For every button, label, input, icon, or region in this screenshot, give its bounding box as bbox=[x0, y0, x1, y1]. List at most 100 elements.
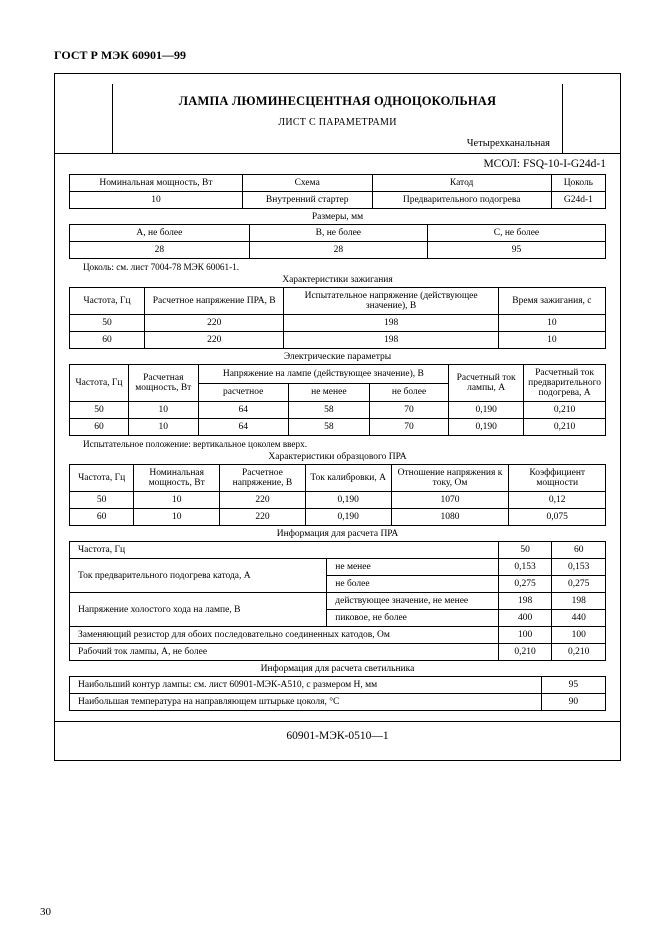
sheet-border: ЛАМПА ЛЮМИНЕСЦЕНТНАЯ ОДНОЦОКОЛЬНАЯ ЛИСТ … bbox=[54, 73, 621, 761]
td: 0,190 bbox=[305, 492, 391, 509]
test-position-note: Испытательное положение: вертикальное цо… bbox=[83, 439, 606, 449]
pra-calc-label: Информация для расчета ПРА bbox=[69, 529, 606, 539]
td: 60 bbox=[70, 419, 129, 436]
td: 0,275 bbox=[552, 576, 606, 593]
td: не менее bbox=[327, 559, 499, 576]
td: 90 bbox=[541, 694, 605, 711]
td: Внутренний стартер bbox=[242, 192, 372, 209]
table-luminaire: Наибольший контур лампы: см. лист 60901-… bbox=[69, 676, 606, 711]
td: 70 bbox=[369, 402, 448, 419]
td: действующее значение, не менее bbox=[327, 593, 499, 610]
th: Коэффициент мощности bbox=[509, 465, 606, 492]
td: 10 bbox=[498, 332, 605, 349]
th: не менее bbox=[288, 383, 369, 402]
channel-type: Четырехканальная bbox=[119, 138, 556, 149]
th: Отношение напряжения к току, Ом bbox=[391, 465, 509, 492]
td: 0,210 bbox=[498, 644, 552, 661]
ignition-label: Характеристики зажигания bbox=[69, 275, 606, 285]
td: 10 bbox=[128, 419, 198, 436]
page-number: 30 bbox=[40, 906, 51, 918]
td: 220 bbox=[220, 509, 306, 526]
td: Напряжение холостого хода на лампе, В bbox=[70, 593, 327, 627]
td: 10 bbox=[70, 192, 243, 209]
th: Расчетный ток лампы, А bbox=[449, 365, 524, 402]
th: Частота, Гц bbox=[70, 465, 134, 492]
td: 1080 bbox=[391, 509, 509, 526]
td: Рабочий ток лампы, А, не более bbox=[70, 644, 499, 661]
td: пиковое, не более bbox=[327, 610, 499, 627]
th: 50 bbox=[498, 542, 552, 559]
table-dimensions: A, не более B, не более C, не более 28 2… bbox=[69, 224, 606, 259]
td: 220 bbox=[145, 315, 284, 332]
table-ignition: Частота, Гц Расчетное напряжение ПРА, В … bbox=[69, 287, 606, 349]
td: 0,210 bbox=[524, 419, 606, 436]
td: 0,275 bbox=[498, 576, 552, 593]
th: Расчетное напряжение, В bbox=[220, 465, 306, 492]
td: 0,210 bbox=[524, 402, 606, 419]
td: 220 bbox=[145, 332, 284, 349]
td: 58 bbox=[288, 419, 369, 436]
td: 198 bbox=[284, 315, 498, 332]
ref-pra-label: Характеристики образцового ПРА bbox=[69, 452, 606, 462]
cap-note: Цоколь: см. лист 7004-78 МЭК 60061-1. bbox=[83, 262, 606, 272]
td: 198 bbox=[284, 332, 498, 349]
td: Наибольший контур лампы: см. лист 60901-… bbox=[70, 677, 542, 694]
footer-code: 60901-МЭК-0510—1 bbox=[55, 721, 620, 748]
td: 0,153 bbox=[498, 559, 552, 576]
td: не более bbox=[327, 576, 499, 593]
title-block: ЛАМПА ЛЮМИНЕСЦЕНТНАЯ ОДНОЦОКОЛЬНАЯ ЛИСТ … bbox=[55, 84, 620, 154]
td: 95 bbox=[541, 677, 605, 694]
td: Предварительного подогрева bbox=[372, 192, 551, 209]
td: Заменяющий резистор для обоих последоват… bbox=[70, 627, 499, 644]
luminaire-label: Информация для расчета светильника bbox=[69, 664, 606, 674]
td: 28 bbox=[249, 242, 427, 259]
th: Частота, Гц bbox=[70, 365, 129, 402]
th: Цоколь bbox=[551, 175, 605, 192]
td: 0,153 bbox=[552, 559, 606, 576]
td: 0,190 bbox=[449, 402, 524, 419]
th: A, не более bbox=[70, 225, 250, 242]
td: 70 bbox=[369, 419, 448, 436]
td: Наибольшая температура на направляющем ш… bbox=[70, 694, 542, 711]
td: 0,12 bbox=[509, 492, 606, 509]
td: 0,075 bbox=[509, 509, 606, 526]
td: 50 bbox=[70, 315, 145, 332]
td: 0,190 bbox=[305, 509, 391, 526]
table-pra-calc: Частота, Гц 50 60 Ток предварительного п… bbox=[69, 541, 606, 661]
th: B, не более bbox=[249, 225, 427, 242]
td: 60 bbox=[70, 332, 145, 349]
th: Напряжение на лампе (действующее значени… bbox=[198, 365, 448, 384]
th: C, не более bbox=[427, 225, 605, 242]
td: 198 bbox=[552, 593, 606, 610]
td: G24d-1 bbox=[551, 192, 605, 209]
th: Расчетный ток предварительного подогрева… bbox=[524, 365, 606, 402]
document-code: ГОСТ Р МЭК 60901—99 bbox=[54, 48, 621, 63]
td: 10 bbox=[128, 402, 198, 419]
th: Номинальная мощность, Вт bbox=[70, 175, 243, 192]
td: 198 bbox=[498, 593, 552, 610]
th: Расчетная мощность, Вт bbox=[128, 365, 198, 402]
main-title: ЛАМПА ЛЮМИНЕСЦЕНТНАЯ ОДНОЦОКОЛЬНАЯ bbox=[119, 94, 556, 109]
td: 50 bbox=[70, 402, 129, 419]
td: 28 bbox=[70, 242, 250, 259]
td: 10 bbox=[134, 509, 220, 526]
th: расчетное bbox=[198, 383, 288, 402]
th: Испытательное напряжение (действующее зн… bbox=[284, 288, 498, 315]
td: 220 bbox=[220, 492, 306, 509]
th: 60 bbox=[552, 542, 606, 559]
th: Катод bbox=[372, 175, 551, 192]
td: 0,210 bbox=[552, 644, 606, 661]
th: Время зажигания, с bbox=[498, 288, 605, 315]
td: Ток предварительного подогрева катода, А bbox=[70, 559, 327, 593]
td: 440 bbox=[552, 610, 606, 627]
td: 100 bbox=[552, 627, 606, 644]
table-nominal: Номинальная мощность, Вт Схема Катод Цок… bbox=[69, 174, 606, 209]
th: Расчетное напряжение ПРА, В bbox=[145, 288, 284, 315]
td: 64 bbox=[198, 419, 288, 436]
electrical-label: Электрические параметры bbox=[69, 352, 606, 362]
td: 0,190 bbox=[449, 419, 524, 436]
th: Схема bbox=[242, 175, 372, 192]
td: 400 bbox=[498, 610, 552, 627]
td: 10 bbox=[498, 315, 605, 332]
th: Номинальная мощность, Вт bbox=[134, 465, 220, 492]
